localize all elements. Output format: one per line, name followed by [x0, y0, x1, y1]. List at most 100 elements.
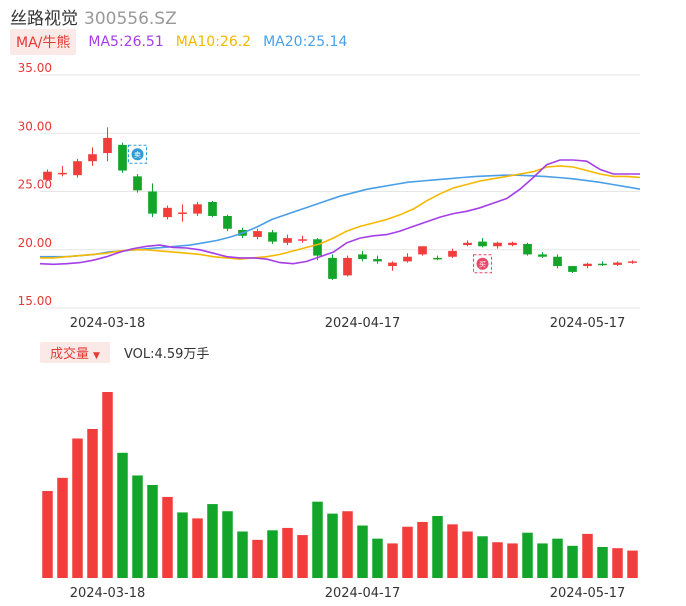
volume-bar — [387, 543, 398, 578]
volume-bar — [87, 428, 98, 578]
ma20-label: MA20:25.14 — [263, 34, 348, 50]
sell-signal-icon: 卖 — [128, 144, 147, 164]
volume-indicator-selector[interactable]: 成交量 ▼ — [40, 341, 110, 363]
volume-bar — [222, 511, 233, 578]
volume-bar — [597, 547, 608, 578]
candle-body — [163, 207, 172, 218]
ma5-line — [39, 159, 640, 266]
volume-bar — [42, 490, 53, 578]
volume-bar — [582, 533, 593, 578]
volume-bar — [342, 511, 353, 578]
volume-bar — [177, 512, 188, 578]
y-tick-label: 35.00 — [18, 61, 52, 75]
candle-body — [88, 154, 97, 162]
volume-bar — [57, 477, 68, 578]
candle-body — [208, 201, 217, 216]
signal-label: 卖 — [134, 151, 141, 159]
price-chart: 35.00 30.00 25.00 20.00 15.00 卖买 2024-03-18 202… — [18, 61, 641, 331]
volume-bar — [507, 543, 518, 578]
candle-body — [178, 212, 187, 214]
candle-body — [43, 171, 52, 180]
signal-dot — [131, 148, 144, 161]
caret-down-icon: ▼ — [93, 350, 100, 361]
candle-body — [598, 263, 607, 266]
candle-body — [283, 238, 292, 243]
candle-body — [58, 172, 67, 175]
candle-body — [313, 239, 322, 256]
volume-bar — [372, 538, 383, 578]
candle-body — [193, 204, 202, 214]
candle-body — [433, 257, 442, 260]
volume-bar — [267, 530, 278, 578]
ma-indicator-selector[interactable]: MA/牛熊 — [10, 29, 77, 55]
x-tick-label: 2024-04-17 — [325, 316, 401, 331]
volume-bar — [477, 536, 488, 578]
y-tick-label: 15.00 — [18, 294, 52, 308]
candle-body — [463, 242, 472, 246]
candle-body — [538, 254, 547, 257]
signal-dot — [476, 257, 489, 270]
volume-bar — [252, 539, 263, 578]
volume-bar — [537, 543, 548, 578]
x-tick-label: 2024-05-17 — [550, 316, 626, 331]
candle-body — [268, 232, 277, 242]
volume-bar — [282, 527, 293, 578]
candle-body — [508, 242, 517, 246]
volume-bar — [72, 438, 83, 578]
x-tick-label: 2024-05-17 — [550, 586, 626, 601]
ma5-label: MA5:26.51 — [88, 34, 164, 50]
candle-body — [403, 256, 412, 262]
x-tick-label: 2024-03-18 — [70, 586, 146, 601]
stock-name: 丝路视觉 — [10, 9, 78, 29]
signal-frame — [473, 254, 492, 274]
x-tick-label: 2024-03-18 — [70, 316, 146, 331]
candle-body — [133, 176, 142, 191]
candle-body — [73, 161, 82, 176]
volume-bar — [447, 524, 458, 578]
x-tick-label: 2024-04-17 — [325, 586, 401, 601]
volume-bar — [237, 531, 248, 578]
candle-body — [613, 262, 622, 265]
candle-body — [448, 250, 457, 257]
ma20-line — [40, 174, 641, 258]
candle-body — [148, 191, 157, 214]
candle-body — [568, 266, 577, 272]
volume-bar — [492, 542, 503, 578]
candle-body — [253, 231, 262, 237]
candle-body — [493, 242, 502, 247]
volume-legend: 成交量 ▼ VOL:4.59万手 — [40, 341, 209, 363]
volume-bar — [627, 550, 638, 578]
volume-bar — [147, 485, 158, 578]
y-tick-label: 25.00 — [18, 178, 52, 192]
volume-bar — [207, 504, 218, 578]
volume-bar — [432, 516, 443, 578]
volume-bar — [117, 452, 128, 578]
candle-body — [388, 262, 397, 267]
volume-bar — [327, 513, 338, 578]
volume-bar — [132, 475, 143, 578]
signal-frame — [128, 144, 147, 164]
volume-bar — [297, 535, 308, 578]
candle-body — [358, 254, 367, 260]
volume-bar — [612, 548, 623, 578]
candle-body — [553, 256, 562, 267]
volume-bar — [462, 531, 473, 578]
signal-label: 买 — [479, 261, 486, 269]
candle-body — [103, 137, 112, 154]
ma10-line — [40, 165, 641, 260]
candle-body — [373, 259, 382, 262]
volume-bar — [552, 538, 563, 578]
volume-indicator-label: 成交量 — [50, 346, 90, 362]
volume-bar — [312, 501, 323, 578]
volume-bar — [567, 545, 578, 578]
y-tick-label: 20.00 — [18, 236, 52, 250]
candle-body — [628, 261, 637, 263]
volume-bar — [402, 526, 413, 578]
candle-body — [223, 215, 232, 229]
ma-legend: MA/牛熊 MA5:26.51 MA10:26.2 MA20:25.14 — [10, 29, 348, 55]
candle-body — [478, 241, 487, 247]
candle-body — [523, 243, 532, 255]
candle-body — [298, 239, 307, 241]
volume-bar — [522, 532, 533, 578]
y-tick-label: 30.00 — [18, 119, 52, 133]
